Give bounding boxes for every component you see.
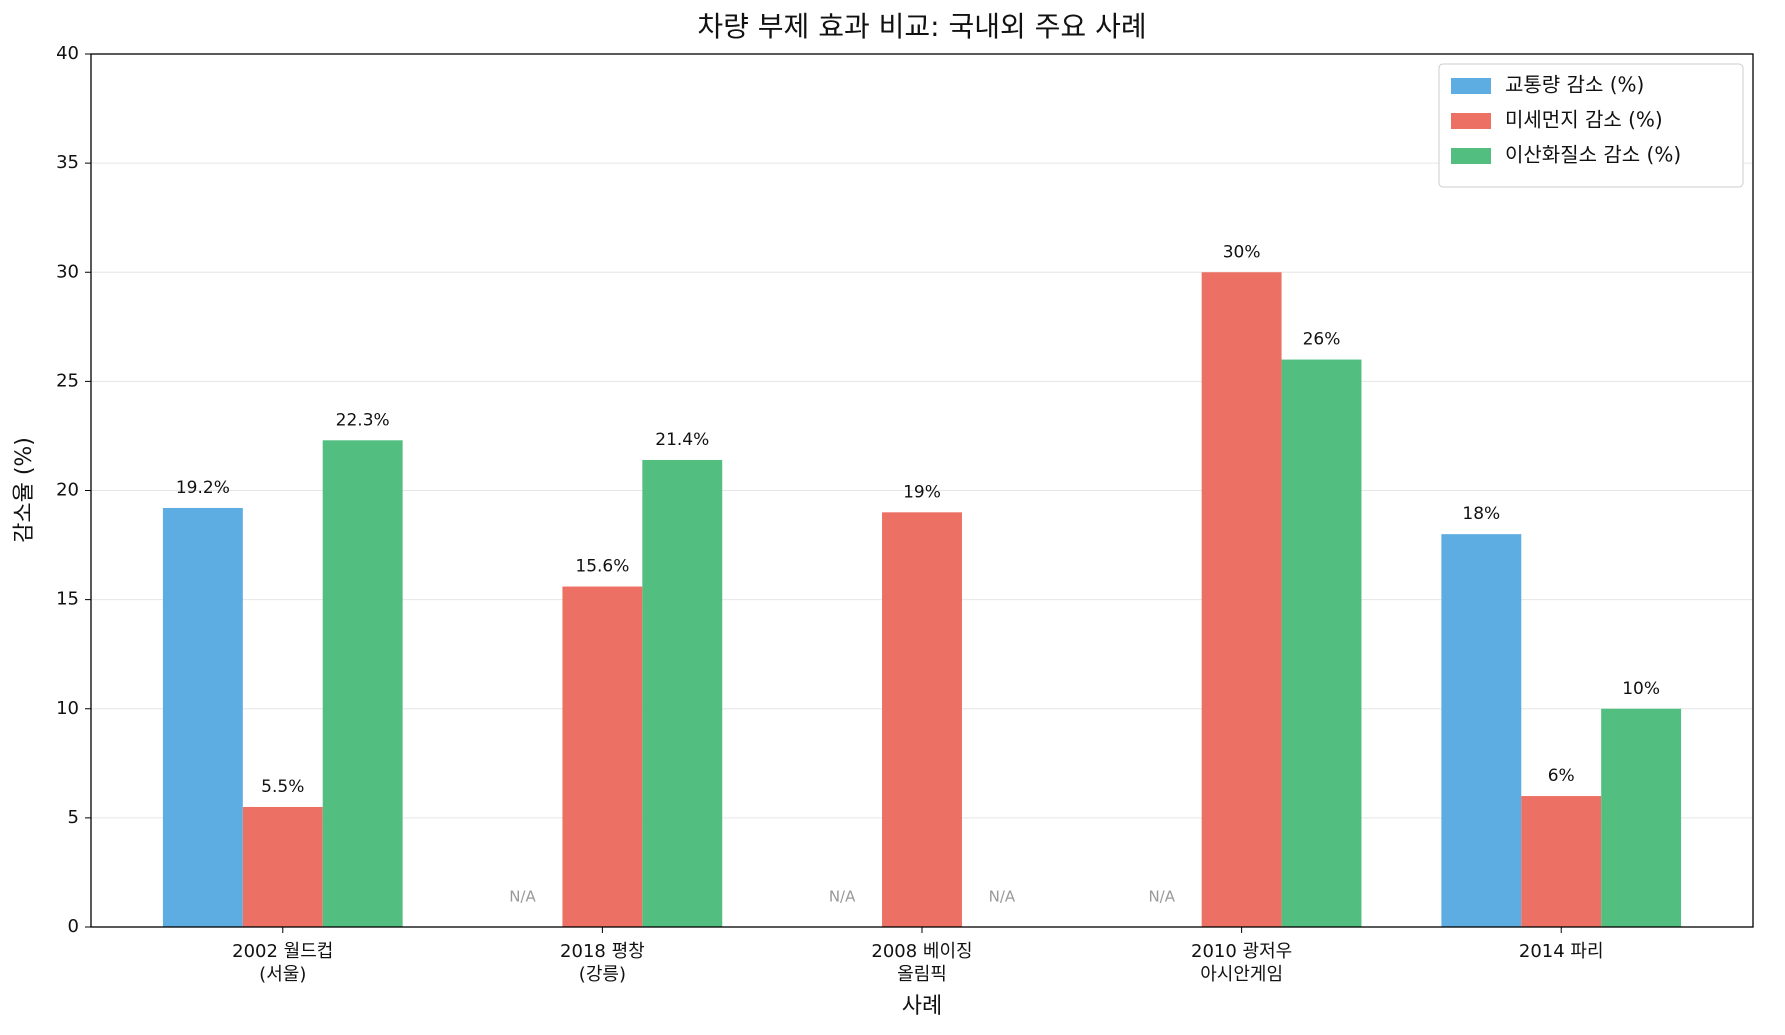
legend-label: 미세먼지 감소 (%) [1505, 108, 1663, 132]
value-label: 10% [1622, 679, 1660, 699]
y-tick-label: 40 [56, 43, 79, 64]
x-tick-label: 2018 평창 (강릉) [560, 941, 645, 985]
value-label: 15.6% [575, 557, 629, 577]
value-label: 30% [1223, 242, 1261, 262]
x-tick-line: 2010 광저우 [1191, 941, 1292, 962]
bar [642, 459, 723, 927]
x-tick-line: 올림픽 [897, 964, 947, 985]
y-tick-label: 35 [56, 152, 79, 173]
y-tick-label: 15 [56, 589, 79, 610]
bar [322, 440, 403, 927]
legend-label: 이산화질소 감소 (%) [1505, 143, 1681, 167]
plot-frame [90, 53, 1754, 928]
bar [1441, 534, 1522, 927]
value-label: 6% [1548, 766, 1575, 786]
y-tick-label: 0 [68, 916, 79, 937]
na-label: N/A [509, 888, 536, 906]
legend-box [1438, 63, 1744, 188]
y-tick-label: 10 [56, 698, 79, 719]
y-tick-label: 5 [68, 807, 79, 828]
na-label: N/A [1148, 888, 1175, 906]
x-tick-line: 2008 베이징 [871, 941, 972, 962]
legend-label: 교통량 감소 (%) [1505, 73, 1644, 97]
value-label: 19% [903, 482, 941, 502]
bar [1521, 796, 1602, 927]
x-tick-line: 2014 파리 [1519, 941, 1604, 962]
x-tick-line: 2018 평창 [560, 941, 645, 962]
bar [562, 586, 643, 927]
bar [162, 507, 243, 927]
bar [1201, 272, 1282, 927]
y-tick-label: 30 [56, 261, 79, 282]
bar [882, 512, 962, 927]
x-tick-line: 2002 월드컵 [232, 941, 333, 962]
value-label: 21.4% [655, 430, 709, 450]
legend-swatch [1451, 78, 1491, 94]
value-label: 22.3% [336, 410, 390, 430]
x-tick-line: (강릉) [579, 964, 626, 985]
x-tick-label: 2014 파리 [1519, 941, 1604, 962]
x-tick-label: 2008 베이징 올림픽 [871, 941, 972, 985]
legend-swatch [1451, 113, 1491, 129]
x-axis-label: 사례 [902, 994, 942, 1019]
y-axis-label: 감소율 (%) [12, 437, 37, 543]
value-label: 26% [1303, 330, 1341, 350]
chart-title: 차량 부제 효과 비교: 국내외 주요 사례 [697, 10, 1146, 43]
na-label: N/A [989, 888, 1016, 906]
x-tick-line: 아시안게임 [1200, 964, 1283, 985]
legend-swatch [1451, 148, 1491, 164]
value-label: 5.5% [261, 777, 304, 797]
x-tick-label: 2002 월드컵 (서울) [232, 941, 333, 985]
value-label: 18% [1462, 504, 1500, 524]
bar [1601, 708, 1682, 927]
bar [1281, 359, 1362, 927]
value-label: 19.2% [176, 478, 230, 498]
bar [242, 806, 323, 927]
y-tick-label: 20 [56, 480, 79, 501]
na-label: N/A [829, 888, 856, 906]
y-tick-label: 25 [56, 370, 79, 391]
x-tick-label: 2010 광저우 아시안게임 [1191, 941, 1292, 985]
x-tick-line: (서울) [259, 964, 306, 985]
